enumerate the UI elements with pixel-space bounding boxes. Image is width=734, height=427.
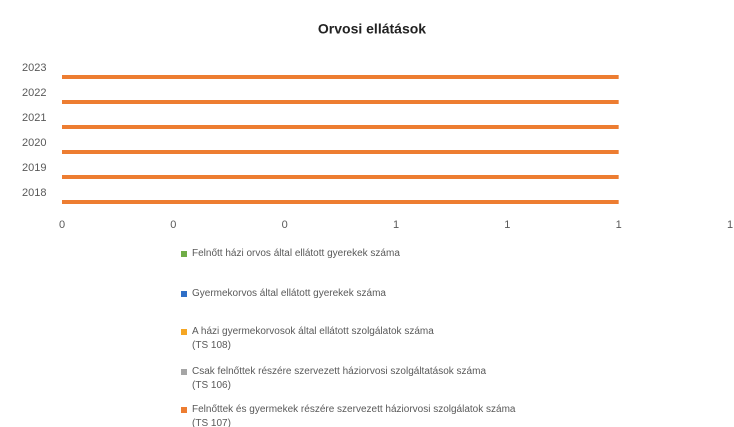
- legend-label: Gyermekorvos által ellátott gyerekek szá…: [192, 288, 386, 299]
- y-tick-label: 2020: [22, 137, 46, 149]
- chart-title: Orvosi ellátások: [318, 21, 426, 37]
- x-tick-label: 1: [616, 219, 622, 231]
- x-tick-label: 0: [59, 219, 65, 231]
- legend-swatch: [181, 291, 187, 297]
- bar: [62, 200, 619, 204]
- legend-label: Felnőttek és gyermekek részére szervezet…: [192, 404, 516, 427]
- legend-label: Csak felnőttek részére szervezett házior…: [192, 366, 487, 391]
- y-tick-label: 2019: [22, 162, 46, 174]
- y-tick-label: 2018: [22, 187, 46, 199]
- legend-label: A házi gyermekorvosok által ellátott szo…: [192, 326, 434, 351]
- y-tick-label: 2022: [22, 87, 46, 99]
- bar: [62, 175, 619, 179]
- bar: [62, 150, 619, 154]
- x-tick-label: 1: [727, 219, 733, 231]
- x-tick-label: 0: [170, 219, 176, 231]
- bar: [62, 75, 619, 79]
- y-tick-label: 2021: [22, 112, 46, 124]
- legend-swatch: [181, 329, 187, 335]
- x-tick-label: 0: [282, 219, 288, 231]
- x-tick-label: 1: [504, 219, 510, 231]
- y-tick-label: 2023: [22, 62, 46, 74]
- bar: [62, 100, 619, 104]
- x-tick-label: 1: [393, 219, 399, 231]
- legend-swatch: [181, 251, 187, 257]
- legend-label: Felnőtt házi orvos által ellátott gyerek…: [192, 248, 400, 259]
- bar: [62, 125, 619, 129]
- legend-swatch: [181, 407, 187, 413]
- legend-swatch: [181, 369, 187, 375]
